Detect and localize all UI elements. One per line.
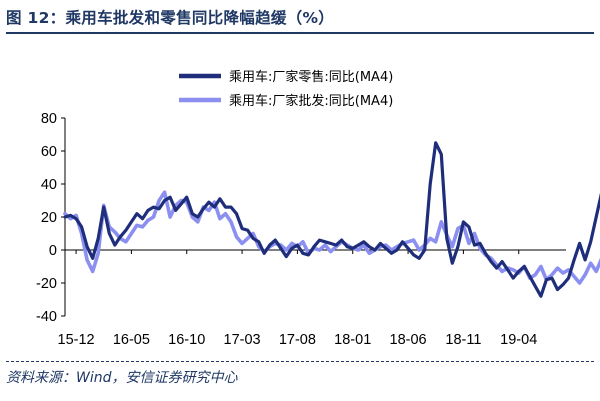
chart-title: 图 12：乘用车批发和零售同比降幅趋缓（%） <box>6 9 335 27</box>
series-line-retail <box>63 141 600 298</box>
series-line-wholesale <box>63 190 600 285</box>
x-tick-label: 16-10 <box>168 332 205 348</box>
y-tick-label: 0 <box>49 243 57 259</box>
x-tick-label: 18-06 <box>390 332 427 348</box>
x-tick-label: 16-05 <box>113 332 150 348</box>
y-tick-label: -40 <box>36 309 57 325</box>
y-tick-label: 80 <box>41 111 57 127</box>
series-layer <box>63 141 600 298</box>
legend-label-retail: 乘用车:厂家零售:同比(MA4) <box>229 69 393 85</box>
x-tick-label: 17-03 <box>224 332 261 348</box>
legend: 乘用车:厂家零售:同比(MA4) 乘用车:厂家批发:同比(MA4) <box>179 69 393 109</box>
y-tick-label: 60 <box>41 144 57 160</box>
title-underline <box>6 32 594 34</box>
y-tick-label: -20 <box>36 276 57 292</box>
source-divider <box>6 361 594 362</box>
x-tick-label: 18-11 <box>445 332 481 348</box>
y-tick-label: 40 <box>41 177 57 193</box>
x-tick-label: 19-04 <box>500 332 537 348</box>
x-tick-label: 17-08 <box>279 332 316 348</box>
legend-label-wholesale: 乘用车:厂家批发:同比(MA4) <box>229 93 393 109</box>
chart-axes: -40 -20 0 20 40 60 80 15-12 16-05 16-10 17-03 17-08… <box>36 111 566 348</box>
source-note: 资料来源：Wind，安信证券研究中心 <box>6 370 238 386</box>
y-tick-label: 20 <box>41 210 57 226</box>
x-tick-label: 15-12 <box>58 332 95 348</box>
x-tick-label: 18-01 <box>334 332 371 348</box>
